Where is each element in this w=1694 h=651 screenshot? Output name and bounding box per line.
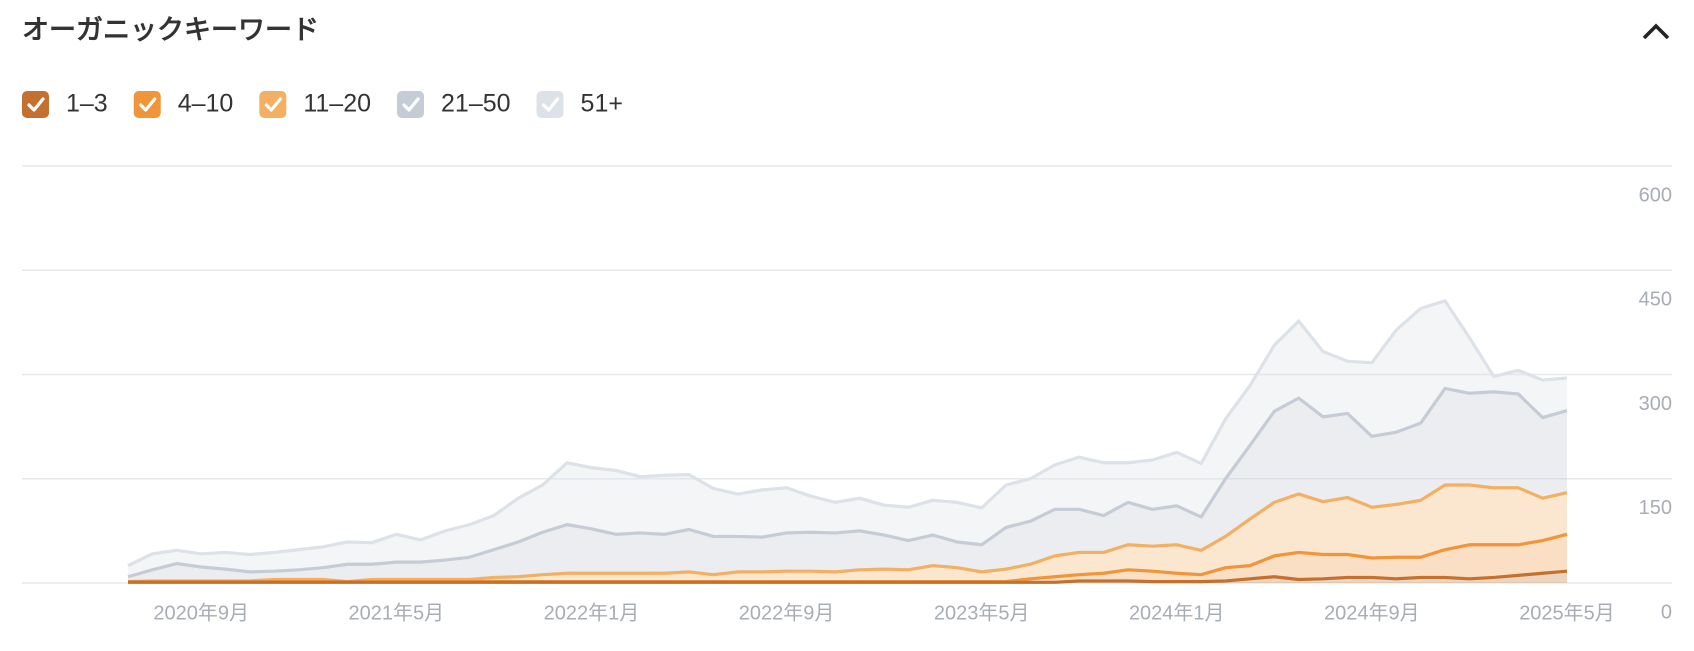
series-line (127, 483, 1568, 584)
legend-checkbox[interactable] (536, 91, 564, 118)
area-fill (128, 300, 1567, 577)
check-mark (541, 97, 560, 112)
y-tick-label: 600 (1639, 184, 1672, 206)
x-tick-label: 2022年9月 (739, 601, 835, 624)
series-line (127, 299, 1568, 568)
x-tick-label: 2024年1月 (1129, 601, 1225, 624)
x-tick-label: 2020年9月 (153, 601, 249, 624)
legend-label: 4–10 (178, 90, 234, 118)
area-fill (128, 534, 1567, 583)
check-mark (264, 97, 282, 112)
panel-title: オーガニックキーワード (22, 15, 319, 45)
check-mark (139, 97, 157, 112)
plot: 0 150 300 450 600 2020年9月 2021年5月 2022年1月 2022年9… (22, 165, 1672, 624)
x-tick-label: 2022年1月 (544, 601, 640, 624)
legend-checkbox[interactable] (133, 91, 161, 118)
y-tick-label: 300 (1639, 393, 1672, 415)
legend-item[interactable]: 21–50 (397, 90, 511, 118)
check-mark (402, 97, 420, 112)
x-tick-label: 2025年5月 (1519, 601, 1615, 624)
legend-item[interactable]: 4–10 (133, 90, 234, 118)
legend-label: 21–50 (441, 90, 511, 118)
legend: 1–3 4–10 11–20 21–50 51+ (22, 90, 623, 118)
legend-checkbox[interactable] (22, 91, 49, 118)
legend-item[interactable]: 51+ (536, 90, 623, 118)
legend-label: 1–3 (66, 90, 108, 118)
y-tick-label: 450 (1639, 289, 1672, 311)
legend-label: 11–20 (303, 90, 371, 118)
x-tick-label: 2023年5月 (934, 601, 1030, 624)
series-line (127, 386, 1568, 579)
area-fill (128, 571, 1567, 583)
x-tick-label: 2021年5月 (348, 601, 444, 624)
legend-item[interactable]: 11–20 (259, 90, 371, 118)
legend-label: 51+ (581, 90, 623, 118)
area-fill (128, 388, 1567, 582)
series-line (128, 569, 1568, 584)
legend-checkbox[interactable] (259, 91, 287, 118)
y-tick-label: 150 (1639, 497, 1672, 519)
legend-checkbox[interactable] (397, 91, 425, 118)
collapse-chevron[interactable] (1642, 23, 1670, 40)
area-fill (128, 485, 1567, 582)
y-tick-label: 0 (1661, 601, 1672, 623)
check-mark (27, 97, 45, 112)
x-tick-label: 2024年9月 (1324, 601, 1420, 624)
legend-item[interactable]: 1–3 (22, 90, 108, 118)
